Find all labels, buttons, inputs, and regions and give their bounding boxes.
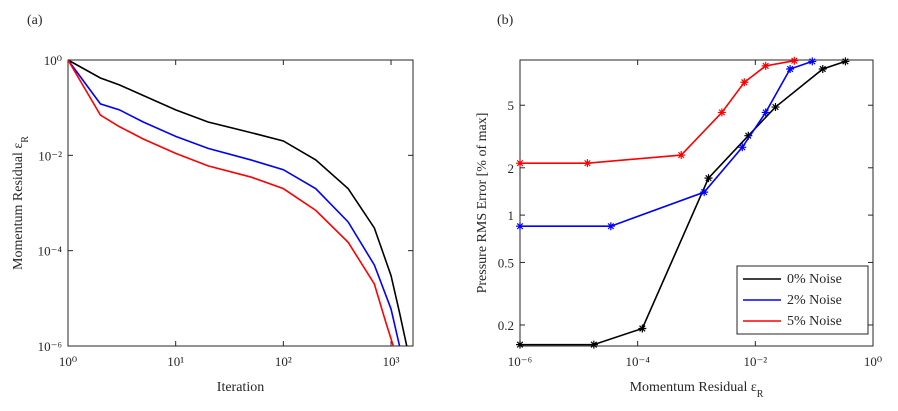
x-tick-label: 10³ xyxy=(383,354,400,369)
series-line xyxy=(67,59,395,347)
marker xyxy=(516,222,524,231)
marker xyxy=(738,143,747,152)
y-tick-label: 0.2 xyxy=(498,318,514,333)
series-line xyxy=(67,59,408,347)
legend-label: 0% Noise xyxy=(787,272,842,287)
series-line xyxy=(520,60,846,346)
x-tick-label: 10⁻² xyxy=(743,354,767,369)
marker xyxy=(786,65,795,74)
marker xyxy=(700,188,709,197)
x-axis-label: Iteration xyxy=(217,380,264,395)
marker xyxy=(677,151,686,160)
marker xyxy=(717,108,726,117)
y-tick-label: 1 xyxy=(508,208,515,223)
panel-label: (b) xyxy=(497,13,514,28)
plot-frame xyxy=(519,59,874,347)
marker xyxy=(516,340,524,349)
series-line xyxy=(520,60,813,228)
marker xyxy=(790,56,799,65)
y-tick-label: 5 xyxy=(508,98,515,113)
y-axis-label-subscript: R xyxy=(20,136,31,143)
y-axis-label: Pressure RMS Error [% of max] xyxy=(475,113,490,294)
x-tick-label: 10¹ xyxy=(167,354,184,369)
marker xyxy=(761,61,770,70)
marker xyxy=(704,174,713,183)
series-line xyxy=(67,59,401,347)
marker xyxy=(638,324,647,333)
marker xyxy=(740,78,749,87)
x-axis-label: Momentum Residual εR xyxy=(630,380,764,400)
marker xyxy=(761,108,770,117)
x-axis-label-text: Momentum Residual ε xyxy=(630,380,757,395)
x-tick-label: 10² xyxy=(275,354,292,369)
y-axis-label-text: Momentum Residual ε xyxy=(11,143,26,270)
y-tick-label: 10⁻² xyxy=(38,148,62,163)
legend-label: 2% Noise xyxy=(787,293,842,308)
x-tick-label: 10⁰ xyxy=(864,354,882,369)
marker xyxy=(589,340,598,349)
x-tick-label: 10⁰ xyxy=(59,354,77,369)
marker xyxy=(818,65,827,74)
x-axis-label-subscript: R xyxy=(757,389,764,400)
marker xyxy=(744,131,753,140)
plot-frame xyxy=(67,59,414,347)
marker xyxy=(841,57,850,66)
panel-label: (a) xyxy=(27,13,43,28)
marker xyxy=(606,222,615,231)
legend-label: 5% Noise xyxy=(787,314,842,329)
y-tick-label: 10⁻⁶ xyxy=(38,339,62,354)
y-tick-label: 10⁻⁴ xyxy=(38,244,63,259)
y-axis-label: Momentum Residual εR xyxy=(11,136,31,270)
series-line xyxy=(520,59,795,164)
y-tick-label: 0.5 xyxy=(498,255,514,270)
x-tick-label: 10⁻⁶ xyxy=(508,354,532,369)
y-tick-label: 2 xyxy=(508,161,515,176)
marker xyxy=(771,103,780,112)
marker xyxy=(516,159,524,168)
x-tick-label: 10⁻⁴ xyxy=(625,354,650,369)
marker xyxy=(808,57,817,66)
y-tick-label: 10⁰ xyxy=(44,53,62,68)
marker xyxy=(583,159,592,168)
